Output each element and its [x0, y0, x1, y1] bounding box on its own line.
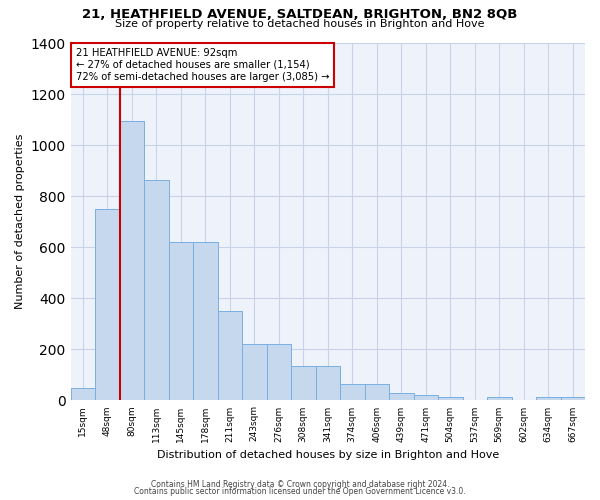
Y-axis label: Number of detached properties: Number of detached properties — [15, 134, 25, 310]
Bar — [365, 384, 389, 400]
X-axis label: Distribution of detached houses by size in Brighton and Hove: Distribution of detached houses by size … — [157, 450, 499, 460]
Bar — [144, 180, 169, 400]
Bar — [340, 384, 365, 400]
Bar — [316, 366, 340, 400]
Bar — [487, 398, 512, 400]
Text: Size of property relative to detached houses in Brighton and Hove: Size of property relative to detached ho… — [115, 19, 485, 29]
Text: 21 HEATHFIELD AVENUE: 92sqm
← 27% of detached houses are smaller (1,154)
72% of : 21 HEATHFIELD AVENUE: 92sqm ← 27% of det… — [76, 48, 329, 82]
Text: Contains public sector information licensed under the Open Government Licence v3: Contains public sector information licen… — [134, 487, 466, 496]
Bar — [218, 311, 242, 400]
Text: 21, HEATHFIELD AVENUE, SALTDEAN, BRIGHTON, BN2 8QB: 21, HEATHFIELD AVENUE, SALTDEAN, BRIGHTO… — [82, 8, 518, 20]
Bar — [438, 398, 463, 400]
Bar — [536, 398, 560, 400]
Bar — [242, 344, 266, 401]
Text: Contains HM Land Registry data © Crown copyright and database right 2024.: Contains HM Land Registry data © Crown c… — [151, 480, 449, 489]
Bar — [266, 344, 291, 401]
Bar — [389, 393, 413, 400]
Bar — [291, 366, 316, 400]
Bar — [95, 209, 119, 400]
Bar — [193, 242, 218, 400]
Bar — [169, 242, 193, 400]
Bar — [413, 396, 438, 400]
Bar — [119, 121, 144, 400]
Bar — [71, 388, 95, 400]
Bar — [560, 398, 585, 400]
